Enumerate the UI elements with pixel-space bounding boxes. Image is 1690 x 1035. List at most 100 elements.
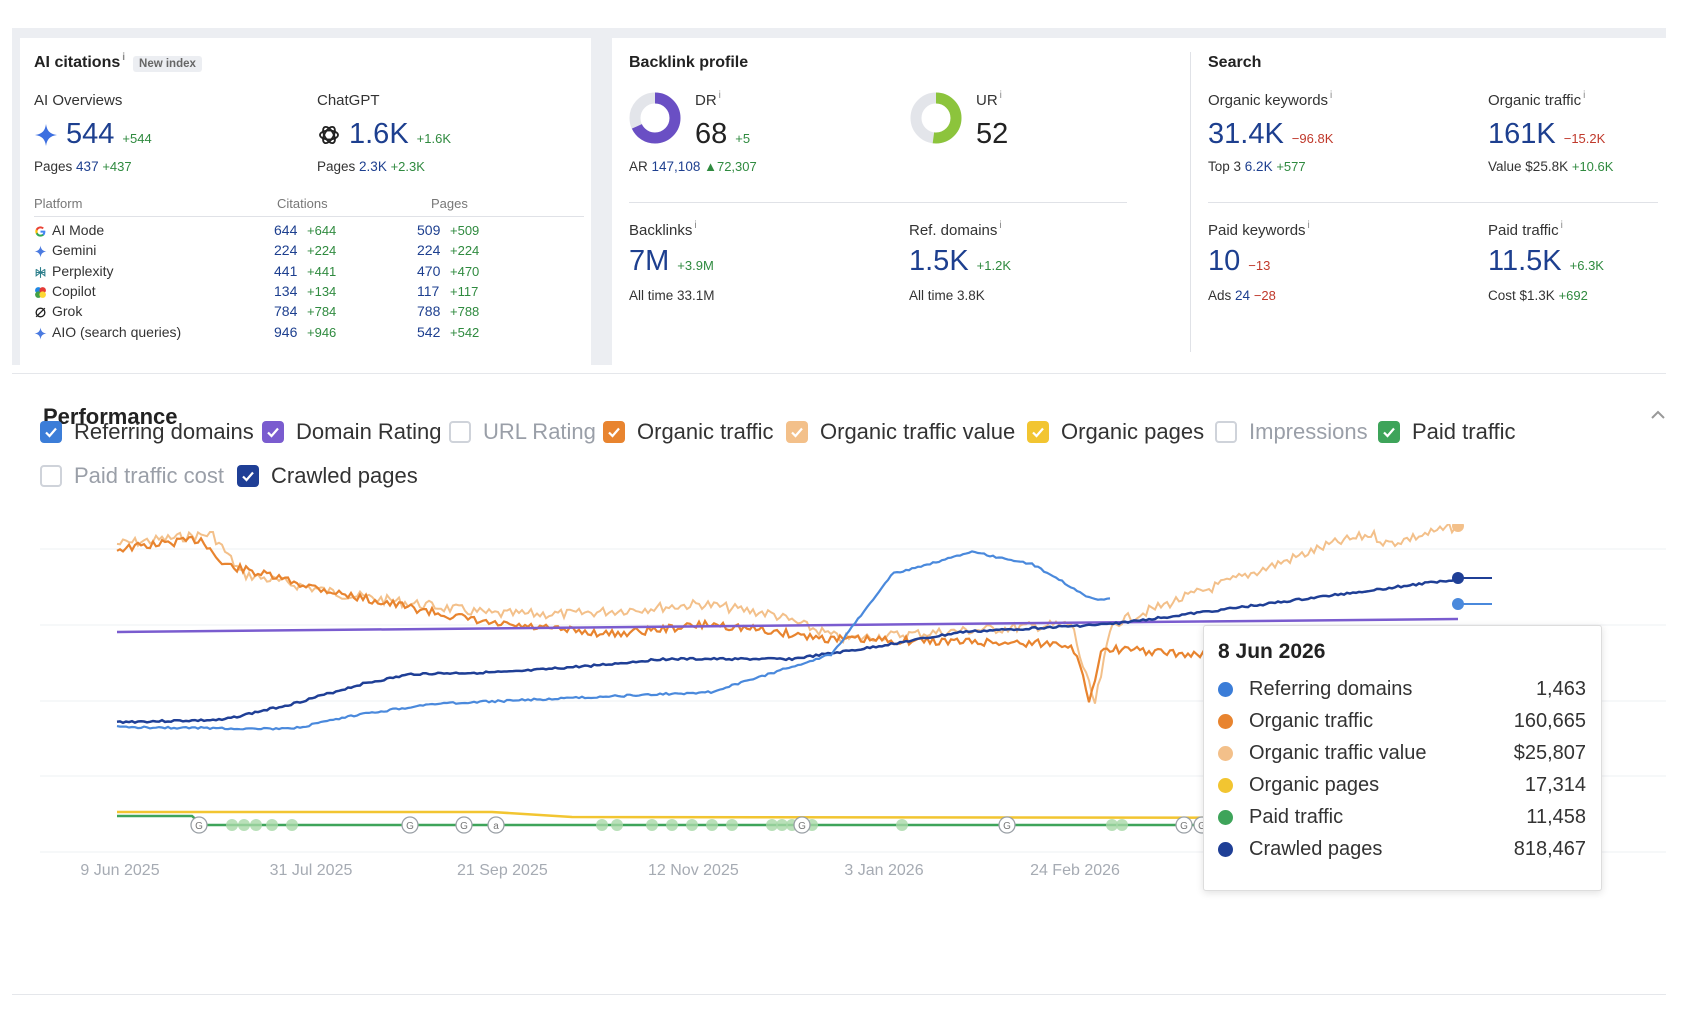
chatgpt-label: ChatGPT (317, 92, 380, 109)
backlinks-metric[interactable]: 7M +3.9M (629, 245, 714, 278)
ai-citations-title-text: AI citations (34, 54, 121, 71)
organic-traffic-label: Organic traffic i (1488, 90, 1586, 109)
col-header-platform[interactable]: Platform (34, 196, 83, 211)
ads-row: Ads 24 −28 (1208, 288, 1276, 303)
checkbox-crawled-pages[interactable]: Crawled pages (237, 463, 418, 489)
ref-domains-delta: +1.2K (976, 258, 1012, 273)
paid-traffic-marker (611, 819, 623, 831)
paid-traffic-marker (286, 819, 298, 831)
value-row: Value $25.8K +10.6K (1488, 159, 1613, 174)
tooltip-date: 8 Jun 2026 (1218, 640, 1326, 663)
pages-value: 437 (76, 159, 99, 174)
dr-donut (629, 92, 681, 144)
organic-keywords-label-text: Organic keywords (1208, 92, 1329, 109)
checkbox-impressions[interactable]: Impressions (1215, 419, 1368, 445)
tooltip-series-name: Referring domains (1249, 678, 1413, 700)
checkbox-paid-traffic[interactable]: Paid traffic (1378, 419, 1516, 445)
platform-name: Grok (52, 303, 83, 320)
collapse-chevron-icon[interactable] (1650, 410, 1666, 420)
ur-value[interactable]: 52 (976, 118, 1009, 150)
google-update-marker-icon (793, 816, 811, 834)
paid-traffic-marker (896, 819, 908, 831)
tooltip-series-name: Organic pages (1249, 774, 1380, 796)
info-icon[interactable]: i (1560, 220, 1563, 231)
paid-keywords-delta: −13 (1248, 258, 1271, 273)
col-header-citations[interactable]: Citations (277, 196, 328, 211)
all-time-value: 3.8K (957, 288, 985, 303)
ref-domains-metric[interactable]: 1.5K +1.2K (909, 245, 1011, 278)
organic-keywords-metric[interactable]: 31.4K −96.8K (1208, 118, 1333, 151)
paid-traffic-marker (686, 819, 698, 831)
checkbox-label: Domain Rating (296, 419, 442, 444)
top3-label: Top 3 (1208, 159, 1242, 174)
checkbox-url-rating[interactable]: URL Rating (449, 419, 596, 445)
citations-value: 784 (274, 303, 298, 320)
grok-icon (34, 306, 47, 322)
info-icon[interactable]: i (999, 90, 1002, 101)
platform-row[interactable]: AIO (search queries) 946 +946 542 +542 (34, 324, 584, 344)
checkbox-domain-rating[interactable]: Domain Rating (262, 419, 442, 445)
chatgpt-metric[interactable]: 1.6K +1.6K (317, 118, 451, 151)
tooltip-series-value: 17,314 (1524, 774, 1586, 796)
checkbox-checked-icon (603, 421, 625, 443)
google-update-marker-label: G (1180, 821, 1188, 832)
checkbox-empty-icon (40, 465, 62, 487)
info-icon[interactable]: i (999, 220, 1002, 231)
paid-traffic-metric[interactable]: 11.5K +6.3K (1488, 245, 1604, 278)
platform-row[interactable]: Perplexity 441 +441 470 +470 (34, 263, 584, 283)
citations-delta: +946 (307, 324, 337, 340)
ads-label: Ads (1208, 288, 1232, 303)
cost-value: $1.3K (1519, 288, 1555, 303)
dr-label: DR i (695, 90, 721, 109)
cost-delta: +692 (1558, 288, 1588, 303)
paid-traffic-label-text: Paid traffic (1488, 222, 1559, 239)
checkbox-empty-icon (1215, 421, 1237, 443)
pages-value: 542 (417, 323, 441, 340)
perplexity-icon (34, 266, 47, 282)
dr-donut-fill (629, 92, 681, 144)
platform-row[interactable]: Copilot 134 +134 117 +117 (34, 283, 584, 303)
organic-traffic-metric[interactable]: 161K −15.2K (1488, 118, 1605, 151)
tooltip-series-name: Crawled pages (1249, 838, 1383, 860)
paid-traffic-marker (1106, 819, 1118, 831)
paid-keywords-label: Paid keywords i (1208, 220, 1310, 239)
platform-row[interactable]: Grok 784 +784 788 +788 (34, 303, 584, 323)
citations-value: 441 (274, 262, 298, 279)
paid-traffic-marker (266, 819, 278, 831)
checkbox-organic-pages[interactable]: Organic pages (1027, 419, 1204, 445)
info-icon[interactable]: i (1307, 220, 1310, 231)
ref-domains-label-text: Ref. domains (909, 222, 998, 239)
col-header-pages[interactable]: Pages (431, 196, 468, 211)
dr-metric[interactable]: 68 +5 (695, 118, 750, 151)
checkbox-label: Organic traffic (637, 419, 774, 444)
citations-delta: +134 (307, 283, 337, 299)
platform-row[interactable]: AI Mode 644 +644 509 +509 (34, 222, 584, 242)
info-icon[interactable]: i (694, 220, 697, 231)
google-update-marker-label: G (460, 821, 468, 832)
info-icon[interactable]: i (122, 52, 126, 63)
citations-value: 134 (274, 282, 298, 299)
dr-label-text: DR (695, 92, 717, 109)
platform-row[interactable]: Gemini 224 +224 224 +224 (34, 242, 584, 262)
series-dot-icon (1218, 746, 1233, 761)
info-icon[interactable]: i (1330, 90, 1333, 101)
organic-traffic-delta: −15.2K (1563, 131, 1606, 146)
checkbox-organic-traffic-value[interactable]: Organic traffic value (786, 419, 1015, 445)
paid-keywords-metric[interactable]: 10 −13 (1208, 245, 1270, 278)
citations-delta: +224 (307, 243, 337, 259)
checkbox-referring-domains[interactable]: Referring domains (40, 419, 254, 445)
checkbox-label: Referring domains (74, 419, 254, 444)
ai-citations-card: AI citations i New index AI Overviews 544 … (20, 38, 591, 365)
info-icon[interactable]: i (718, 90, 721, 101)
backlinks-label-text: Backlinks (629, 222, 693, 239)
checkbox-organic-traffic[interactable]: Organic traffic (603, 419, 774, 445)
ar-row: AR 147,108 ▲72,307 (629, 159, 757, 174)
all-time-value: 33.1M (677, 288, 715, 303)
ai-overviews-metric[interactable]: 544 +544 (34, 118, 152, 151)
performance-title: Performance (43, 404, 178, 429)
checkbox-checked-icon (1378, 421, 1400, 443)
info-icon[interactable]: i (1583, 90, 1586, 101)
checkbox-paid-traffic-cost[interactable]: Paid traffic cost (40, 463, 224, 489)
paid-traffic-marker (1116, 819, 1128, 831)
organic-traffic-label-text: Organic traffic (1488, 92, 1582, 109)
